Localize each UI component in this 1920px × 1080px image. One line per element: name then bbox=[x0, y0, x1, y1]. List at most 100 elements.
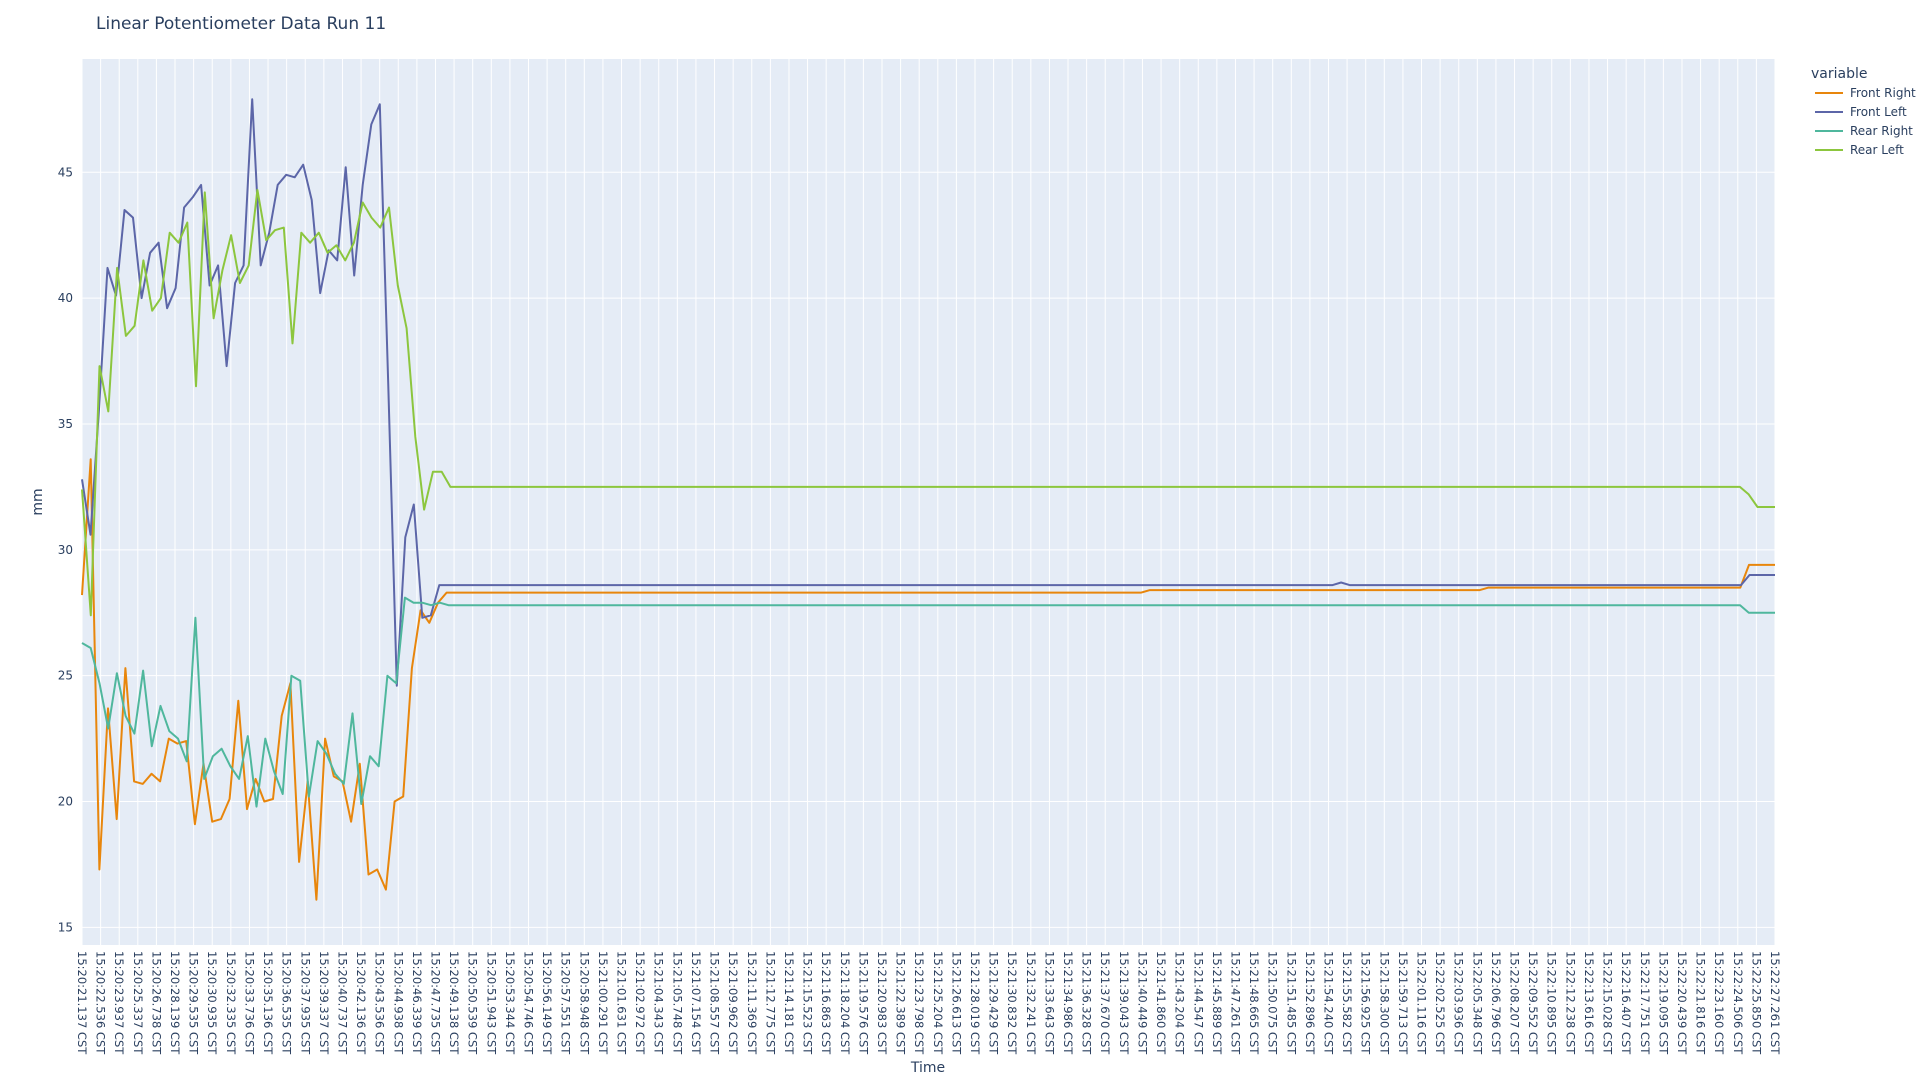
x-tick-label: 15:22:09.552 CST bbox=[1526, 951, 1540, 1055]
x-tick-label: 15:21:54.240 CST bbox=[1321, 951, 1335, 1055]
x-tick-label: 15:20:54.746 CST bbox=[522, 951, 536, 1055]
y-axis-title: mm bbox=[30, 488, 46, 515]
x-tick-label: 15:21:20.983 CST bbox=[875, 951, 889, 1055]
x-tick-label: 15:21:12.775 CST bbox=[763, 951, 777, 1055]
x-tick-label: 15:22:25.850 CST bbox=[1749, 951, 1763, 1055]
x-tick-label: 15:20:21.137 CST bbox=[75, 951, 89, 1055]
x-tick-label: 15:20:26.738 CST bbox=[149, 951, 163, 1055]
x-tick-label: 15:21:59.713 CST bbox=[1396, 951, 1410, 1055]
chart-title: Linear Potentiometer Data Run 11 bbox=[96, 14, 386, 34]
x-tick-label: 15:20:25.337 CST bbox=[131, 951, 145, 1055]
x-tick-label: 15:20:36.535 CST bbox=[280, 951, 294, 1055]
x-tick-label: 15:20:35.136 CST bbox=[261, 951, 275, 1055]
x-tick-label: 15:22:05.348 CST bbox=[1470, 951, 1484, 1055]
x-tick-label: 15:21:34.986 CST bbox=[1061, 951, 1075, 1055]
x-tick-label: 15:20:42.136 CST bbox=[354, 951, 368, 1055]
x-tick-label: 15:21:44.547 CST bbox=[1191, 951, 1205, 1055]
x-axis-ticks: 15:20:21.137 CST 15:20:22.536 CST 15:20:23… bbox=[75, 951, 1782, 1055]
x-tick-label: 15:20:32.335 CST bbox=[224, 951, 238, 1055]
x-tick-label: 15:22:08.207 CST bbox=[1508, 951, 1522, 1055]
x-tick-label: 15:22:15.028 CST bbox=[1601, 951, 1615, 1055]
y-tick-label: 20 bbox=[58, 795, 73, 809]
legend-label[interactable]: Front Left bbox=[1850, 105, 1907, 119]
x-tick-label: 15:21:26.613 CST bbox=[949, 951, 963, 1055]
x-tick-label: 15:20:23.937 CST bbox=[112, 951, 126, 1055]
x-tick-label: 15:22:06.796 CST bbox=[1489, 951, 1503, 1055]
x-tick-label: 15:22:27.261 CST bbox=[1768, 951, 1782, 1055]
x-tick-label: 15:20:28.139 CST bbox=[168, 951, 182, 1055]
x-tick-label: 15:20:22.536 CST bbox=[94, 951, 108, 1055]
x-tick-label: 15:21:28.019 CST bbox=[968, 951, 982, 1055]
legend-label[interactable]: Front Right bbox=[1850, 86, 1916, 100]
x-tick-label: 15:21:00.291 CST bbox=[596, 951, 610, 1055]
x-tick-label: 15:21:19.576 CST bbox=[856, 951, 870, 1055]
y-tick-label: 45 bbox=[58, 165, 73, 179]
x-tick-label: 15:20:30.935 CST bbox=[205, 951, 219, 1055]
x-tick-label: 15:20:46.339 CST bbox=[410, 951, 424, 1055]
series-line-front-right bbox=[81, 458, 1775, 901]
x-tick-label: 15:20:49.138 CST bbox=[447, 951, 461, 1055]
x-tick-label: 15:20:53.344 CST bbox=[503, 951, 517, 1055]
y-tick-label: 25 bbox=[58, 669, 73, 683]
series-line-rear-right bbox=[81, 596, 1775, 808]
x-tick-label: 15:22:17.751 CST bbox=[1638, 951, 1652, 1055]
y-tick-label: 40 bbox=[58, 291, 73, 305]
x-tick-label: 15:22:13.616 CST bbox=[1582, 951, 1596, 1055]
x-tick-label: 15:21:58.300 CST bbox=[1377, 951, 1391, 1055]
x-tick-label: 15:21:43.204 CST bbox=[1173, 951, 1187, 1055]
x-tick-label: 15:22:12.238 CST bbox=[1563, 951, 1577, 1055]
x-tick-label: 15:21:25.204 CST bbox=[931, 951, 945, 1055]
x-tick-label: 15:21:56.925 CST bbox=[1359, 951, 1373, 1055]
x-tick-label: 15:21:55.582 CST bbox=[1340, 951, 1354, 1055]
y-axis-ticks: 15 20 25 30 35 40 45 bbox=[58, 165, 73, 934]
x-tick-label: 15:21:33.643 CST bbox=[1042, 951, 1056, 1055]
x-tick-label: 15:20:44.938 CST bbox=[391, 951, 405, 1055]
series-line-rear-left bbox=[81, 188, 1775, 617]
x-tick-label: 15:20:47.735 CST bbox=[428, 951, 442, 1055]
x-tick-label: 15:20:33.736 CST bbox=[242, 951, 256, 1055]
x-tick-label: 15:21:22.389 CST bbox=[894, 951, 908, 1055]
x-tick-label: 15:20:56.149 CST bbox=[540, 951, 554, 1055]
x-tick-label: 15:22:10.895 CST bbox=[1545, 951, 1559, 1055]
x-tick-label: 15:20:57.551 CST bbox=[559, 951, 573, 1055]
legend-label[interactable]: Rear Right bbox=[1850, 124, 1913, 138]
x-tick-label: 15:20:58.948 CST bbox=[577, 951, 591, 1055]
x-tick-label: 15:21:36.328 CST bbox=[1080, 951, 1094, 1055]
x-tick-label: 15:22:23.160 CST bbox=[1712, 951, 1726, 1055]
x-tick-label: 15:22:24.506 CST bbox=[1731, 951, 1745, 1055]
x-tick-label: 15:21:01.631 CST bbox=[615, 951, 629, 1055]
x-tick-label: 15:21:02.972 CST bbox=[633, 951, 647, 1055]
y-tick-label: 30 bbox=[58, 543, 73, 557]
x-axis-title: Time bbox=[910, 1060, 945, 1076]
x-tick-label: 15:21:51.485 CST bbox=[1284, 951, 1298, 1055]
x-tick-label: 15:21:04.343 CST bbox=[652, 951, 666, 1055]
x-tick-label: 15:21:07.154 CST bbox=[689, 951, 703, 1055]
x-tick-label: 15:21:47.261 CST bbox=[1228, 951, 1242, 1055]
series-line-front-left bbox=[81, 98, 1775, 687]
x-tick-label: 15:20:51.943 CST bbox=[484, 951, 498, 1055]
x-tick-label: 15:21:39.043 CST bbox=[1117, 951, 1131, 1055]
x-tick-label: 15:21:45.889 CST bbox=[1210, 951, 1224, 1055]
x-tick-label: 15:21:23.798 CST bbox=[912, 951, 926, 1055]
y-tick-label: 15 bbox=[58, 920, 73, 934]
legend-title: variable bbox=[1811, 66, 1867, 82]
x-tick-label: 15:21:48.665 CST bbox=[1247, 951, 1261, 1055]
x-tick-label: 15:21:37.670 CST bbox=[1098, 951, 1112, 1055]
x-tick-label: 15:21:05.748 CST bbox=[670, 951, 684, 1055]
legend-label[interactable]: Rear Left bbox=[1850, 143, 1904, 157]
x-tick-label: 15:20:50.539 CST bbox=[466, 951, 480, 1055]
y-tick-label: 35 bbox=[58, 417, 73, 431]
x-tick-label: 15:21:18.204 CST bbox=[838, 951, 852, 1055]
x-tick-label: 15:21:41.860 CST bbox=[1154, 951, 1168, 1055]
x-tick-label: 15:21:40.449 CST bbox=[1135, 951, 1149, 1055]
x-tick-label: 15:21:11.369 CST bbox=[745, 951, 759, 1055]
legend: variable Front Right Front Left Rear Right… bbox=[1811, 66, 1916, 157]
x-tick-label: 15:21:08.557 CST bbox=[708, 951, 722, 1055]
x-tick-label: 15:22:02.525 CST bbox=[1433, 951, 1447, 1055]
x-tick-label: 15:22:21.816 CST bbox=[1694, 951, 1708, 1055]
x-tick-label: 15:22:19.095 CST bbox=[1656, 951, 1670, 1055]
x-tick-label: 15:20:29.535 CST bbox=[187, 951, 201, 1055]
series-lines bbox=[81, 98, 1775, 901]
x-tick-label: 15:21:30.832 CST bbox=[1005, 951, 1019, 1055]
